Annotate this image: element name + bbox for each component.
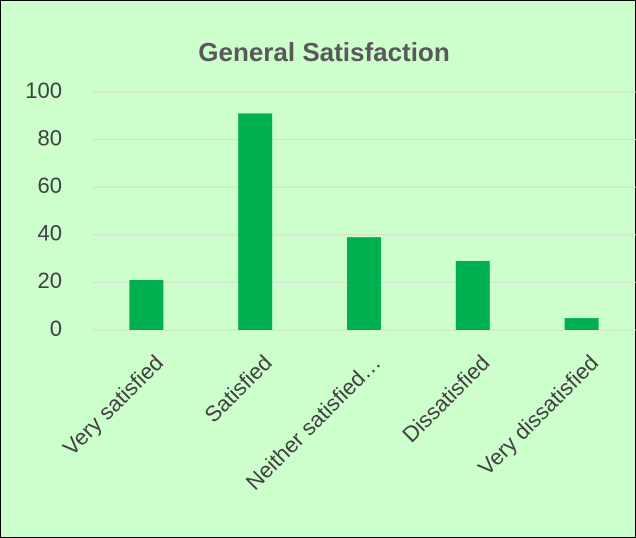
y-tick-label: 40 [38,221,62,246]
bar [347,237,381,330]
chart-title: General Satisfaction [198,37,449,67]
y-tick-label: 100 [25,78,62,103]
bar [564,318,599,330]
bar [238,113,273,330]
y-tick-label: 80 [38,125,62,150]
y-tick-label: 0 [50,316,62,341]
y-tick-label: 20 [38,268,62,293]
y-tick-label: 60 [38,173,62,198]
bar [455,260,490,330]
bar [129,280,164,330]
